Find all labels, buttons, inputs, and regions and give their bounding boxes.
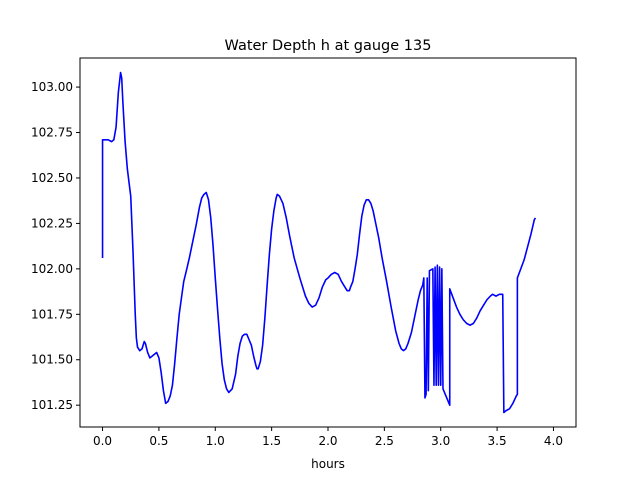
y-tick-label: 101.50 bbox=[31, 353, 73, 367]
series-layer bbox=[101, 71, 537, 414]
y-tick-label: 102.50 bbox=[31, 171, 73, 185]
chart-title: Water Depth h at gauge 135 bbox=[225, 38, 432, 54]
x-tick-label: 1.0 bbox=[206, 434, 225, 448]
y-tick-label: 102.75 bbox=[31, 126, 73, 140]
x-tick-label: 0.0 bbox=[93, 434, 112, 448]
x-tick-label: 3.0 bbox=[431, 434, 450, 448]
x-tick-label: 2.0 bbox=[318, 434, 337, 448]
y-tick-label: 102.25 bbox=[31, 216, 73, 230]
y-tick-label: 101.75 bbox=[31, 307, 73, 321]
x-tick-label: 0.5 bbox=[149, 434, 168, 448]
x-tick-label: 2.5 bbox=[375, 434, 394, 448]
y-axis-ticks: 101.25 101.50 101.75 102.00 102.25 102.50 102.… bbox=[31, 80, 80, 412]
x-tick-label: 4.0 bbox=[544, 434, 563, 448]
series-line bbox=[101, 71, 537, 414]
y-tick-label: 101.25 bbox=[31, 398, 73, 412]
y-tick-label: 103.00 bbox=[31, 80, 73, 94]
x-tick-label: 1.5 bbox=[262, 434, 281, 448]
x-tick-label: 3.5 bbox=[488, 434, 507, 448]
x-axis-label: hours bbox=[311, 457, 345, 471]
y-tick-label: 102.00 bbox=[31, 262, 73, 276]
x-axis-ticks: 0.0 0.5 1.0 1.5 2.0 2.5 3.0 3.5 4.0 bbox=[93, 427, 563, 448]
plot-frame bbox=[79, 57, 577, 428]
